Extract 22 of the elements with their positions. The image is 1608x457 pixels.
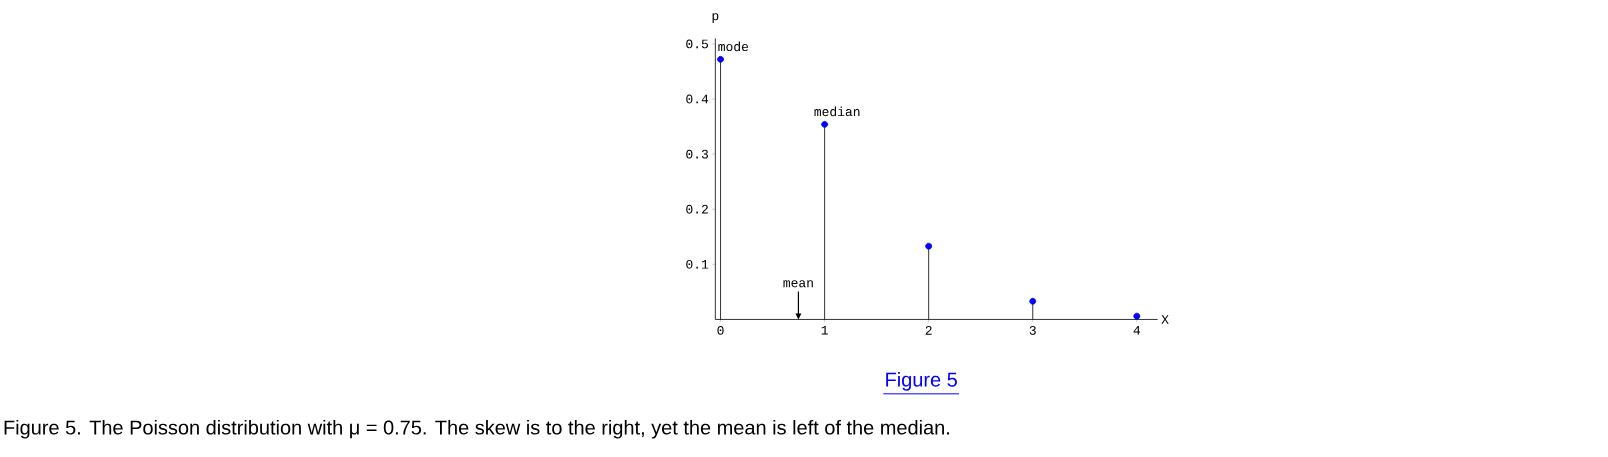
caption: Figure 5 bbox=[886, 371, 957, 391]
y-axis-title: p bbox=[712, 13, 719, 23]
y-tick-label: 0.3 bbox=[686, 149, 708, 159]
x-tick-label: 0 bbox=[717, 325, 724, 335]
x-tick-label: 2 bbox=[925, 325, 932, 335]
point bbox=[821, 120, 829, 128]
annotation: mean bbox=[783, 280, 813, 288]
x-tick-label: 4 bbox=[1133, 325, 1141, 335]
y-tick-label: 0.5 bbox=[686, 39, 708, 49]
point bbox=[1133, 312, 1141, 320]
y-tick-label: 0.1 bbox=[686, 259, 709, 269]
x-axis-title: X bbox=[1161, 315, 1169, 324]
caption: Figure 5. The Poisson distribution with μ = 0.75. The skew is to the right, yet the mean is left of the median. bbox=[4, 419, 949, 439]
annotation: mode bbox=[718, 41, 749, 52]
x-tick-label: 3 bbox=[1029, 325, 1036, 335]
point bbox=[1029, 297, 1037, 305]
y-tick-label: 0.2 bbox=[686, 204, 708, 214]
point bbox=[717, 55, 724, 63]
y-tick-label: 0.4 bbox=[686, 94, 709, 104]
annotation: median bbox=[814, 106, 860, 117]
x-tick-label: 1 bbox=[821, 325, 828, 335]
point bbox=[925, 242, 933, 250]
